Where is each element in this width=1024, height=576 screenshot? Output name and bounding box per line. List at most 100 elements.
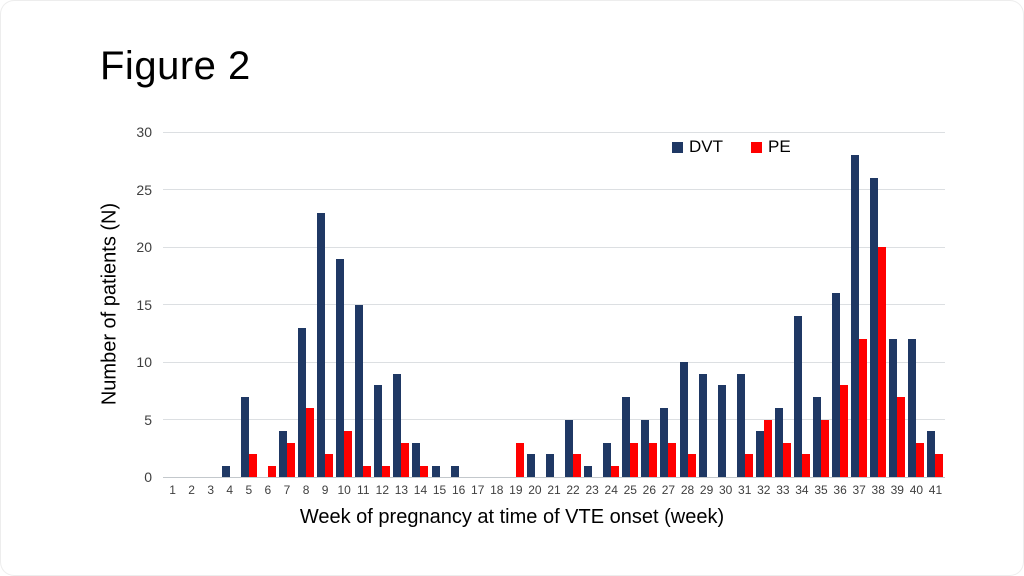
dvt-bar-week-7 — [278, 431, 287, 477]
x-tick-label: 33 — [776, 483, 790, 497]
x-tick-label: 29 — [699, 483, 714, 497]
dvt-bar-week-11 — [355, 304, 364, 477]
dvt-bar-week-25 — [622, 396, 631, 477]
pe-bar-week-39 — [897, 396, 906, 477]
dvt-bar-week-33 — [774, 408, 783, 477]
x-tick-label: 36 — [833, 483, 847, 497]
pe-bar-week-38 — [878, 247, 887, 477]
y-tick-label: 20 — [136, 239, 152, 255]
x-tick-label: 40 — [909, 483, 924, 497]
x-tick-label: 4 — [226, 483, 234, 497]
pe-bar-week-36 — [840, 385, 849, 477]
x-tick-label: 39 — [890, 483, 904, 497]
dvt-bar-week-29 — [698, 373, 707, 477]
x-tick-label: 11 — [357, 483, 370, 497]
x-tick-label: 35 — [814, 483, 828, 497]
dvt-bar-week-37 — [851, 155, 860, 477]
pe-bar-week-34 — [801, 454, 810, 477]
pe-bar-week-11 — [363, 465, 372, 477]
gridline — [163, 246, 945, 248]
x-axis-title: Week of pregnancy at time of VTE onset (… — [299, 506, 725, 528]
x-tick-label: 34 — [795, 483, 809, 497]
pe-bar-week-14 — [420, 465, 429, 477]
x-tick-label: 15 — [432, 483, 447, 497]
pe-bar-week-25 — [630, 442, 639, 477]
pe-bar-week-24 — [611, 465, 620, 477]
x-tick-label: 13 — [394, 483, 409, 497]
dvt-bar-week-9 — [317, 212, 326, 477]
dvt-bar-week-32 — [755, 431, 764, 477]
x-tick-label: 8 — [302, 483, 310, 497]
y-tick-label: 25 — [136, 181, 152, 198]
dvt-bar-week-12 — [374, 385, 383, 477]
dvt-bar-week-39 — [889, 339, 898, 477]
gridline — [163, 304, 945, 305]
legend-entry-pe: PE — [751, 137, 791, 157]
x-tick-label: 21 — [547, 483, 561, 497]
x-tick-label: 31 — [738, 483, 752, 497]
x-tick-label: 38 — [871, 483, 885, 497]
x-tick-label: 5 — [245, 483, 253, 497]
dvt-bar-week-16 — [450, 465, 459, 477]
x-tick-label: 17 — [471, 483, 485, 497]
dvt-bar-week-20 — [526, 454, 535, 477]
legend-entry-dvt: DVT — [672, 137, 723, 157]
y-tick-label: 30 — [136, 124, 152, 140]
legend: DVT PE — [672, 137, 791, 157]
pe-bar-week-35 — [821, 419, 830, 477]
dvt-bar-week-41 — [927, 431, 936, 477]
x-tick-label: 22 — [566, 483, 580, 497]
figure-title: Figure 2 — [100, 44, 251, 88]
y-tick-label: 0 — [144, 469, 152, 485]
dvt-bar-week-26 — [641, 419, 650, 477]
dvt-bar-week-15 — [431, 465, 440, 477]
y-tick-label: 5 — [144, 411, 152, 428]
pe-bar-week-5 — [248, 454, 257, 477]
pe-bar-week-27 — [668, 442, 677, 477]
pe-bar-week-19 — [515, 442, 524, 477]
dvt-bar-week-34 — [793, 316, 802, 477]
legend-label: DVT — [689, 137, 723, 156]
dvt-bar-week-30 — [717, 385, 726, 477]
pe-bar-week-40 — [916, 442, 925, 477]
pe-bar-week-26 — [649, 442, 658, 477]
pe-bar-week-7 — [286, 442, 295, 477]
pe-bar-week-10 — [344, 431, 353, 477]
pe-bar-week-28 — [687, 454, 696, 477]
dvt-bar-week-10 — [336, 258, 345, 477]
x-tick-label: 37 — [852, 483, 866, 497]
dvt-bar-week-24 — [603, 442, 612, 477]
dvt-bar-week-4 — [221, 465, 230, 477]
pe-bar-week-9 — [325, 454, 334, 477]
dvt-bar-week-36 — [832, 293, 841, 477]
x-tick-label: 9 — [321, 483, 329, 497]
x-axis-line — [163, 477, 945, 478]
x-tick-label: 28 — [680, 483, 695, 497]
x-tick-label: 2 — [188, 483, 195, 497]
dvt-bar-week-14 — [412, 442, 421, 477]
x-tick-label: 14 — [413, 483, 428, 497]
dvt-bar-week-40 — [908, 339, 917, 477]
dvt-bar-week-27 — [660, 408, 669, 477]
pe-bar-week-31 — [744, 454, 753, 477]
x-tick-label: 10 — [337, 483, 351, 497]
x-tick-label: 32 — [757, 483, 771, 497]
dvt-bar-week-28 — [679, 362, 688, 477]
pe-bar-week-33 — [782, 442, 791, 477]
gridline — [163, 419, 945, 420]
pe-bar-week-8 — [306, 408, 315, 477]
y-axis-title: Number of patients (N) — [98, 202, 121, 406]
x-tick-label: 27 — [661, 483, 676, 497]
dvt-bar-week-35 — [813, 396, 822, 477]
gridline — [163, 189, 945, 190]
x-tick-label: 26 — [642, 483, 657, 497]
x-tick-label: 41 — [928, 483, 943, 497]
x-tick-label: 19 — [509, 483, 523, 497]
dvt-legend-marker — [672, 141, 683, 153]
dvt-bar-week-5 — [240, 396, 249, 477]
pe-bar-week-37 — [859, 339, 868, 477]
x-tick-label: 30 — [718, 483, 733, 497]
x-tick-label: 23 — [585, 483, 599, 497]
